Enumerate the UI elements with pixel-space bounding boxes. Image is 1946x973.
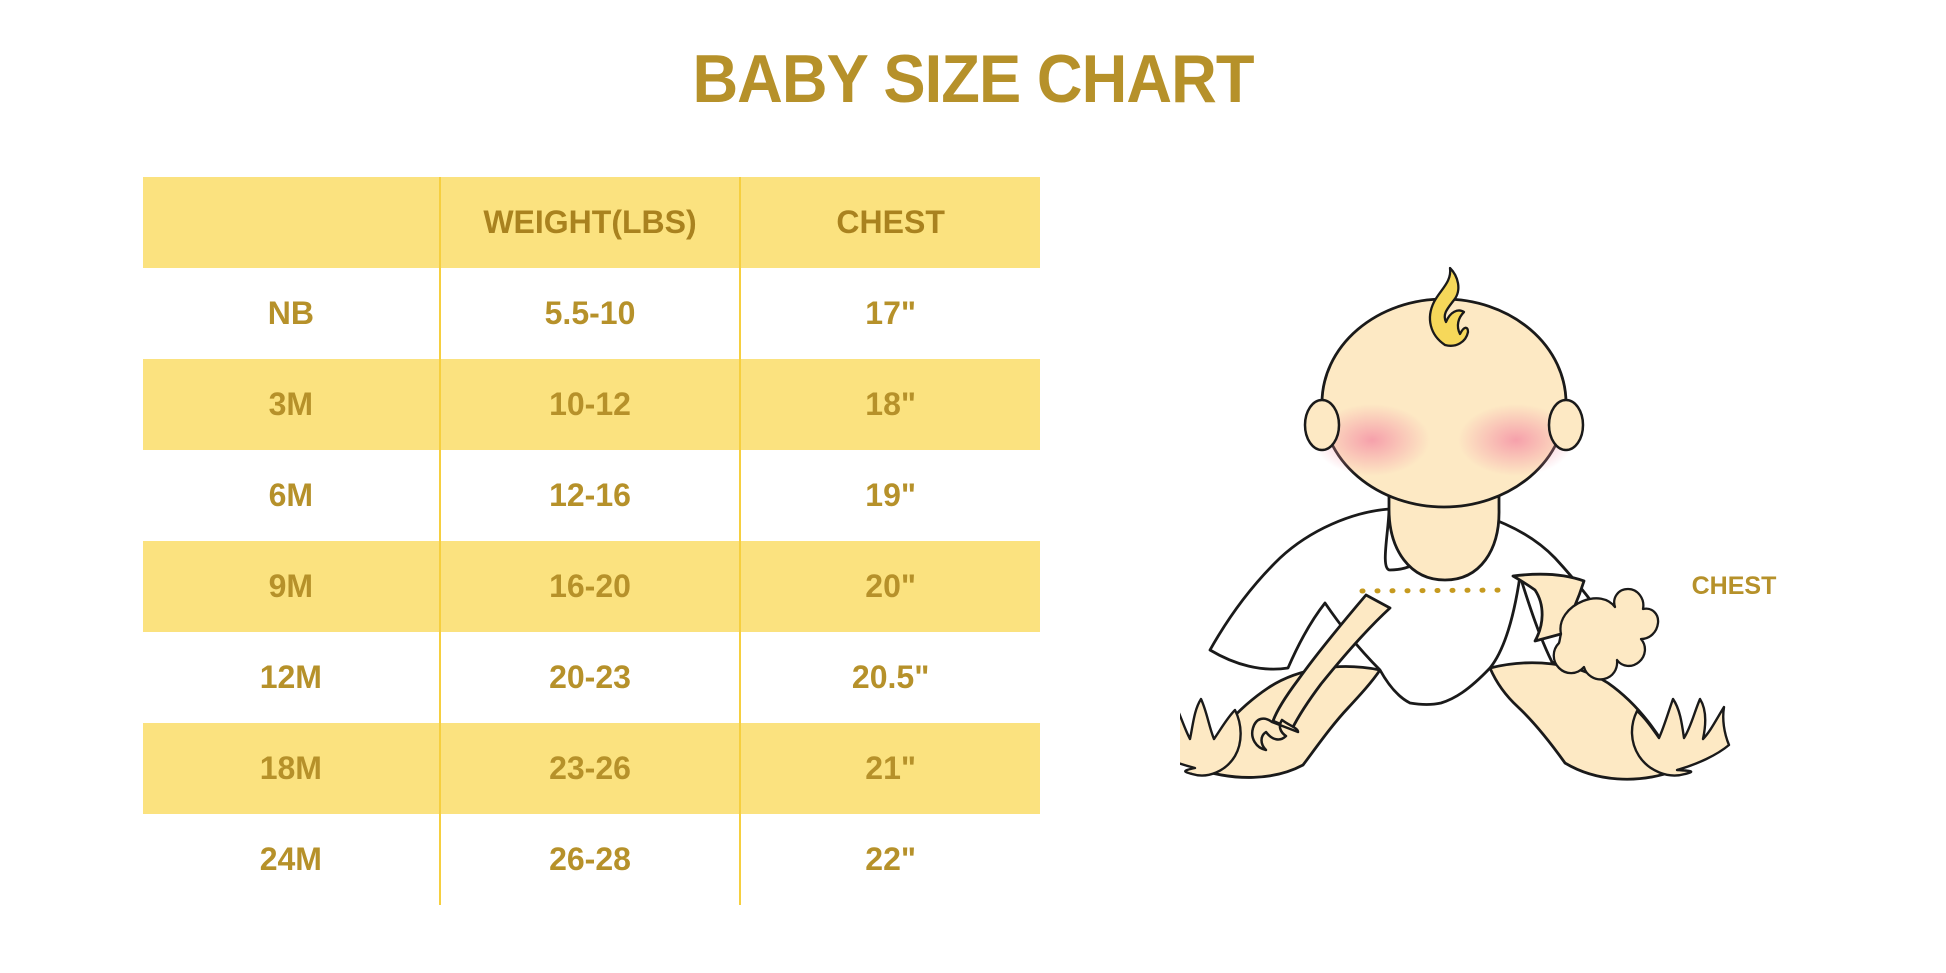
svg-text:CHEST: CHEST [1692, 572, 1777, 600]
